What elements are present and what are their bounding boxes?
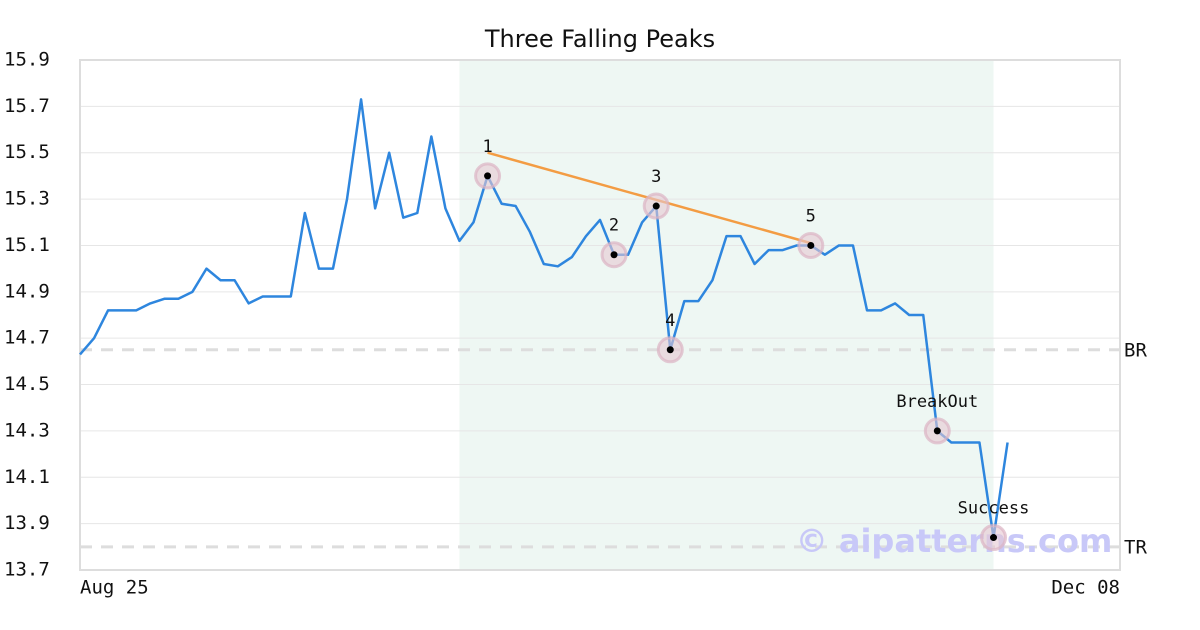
marker-dot: [610, 251, 618, 259]
marker-label: 2: [609, 216, 619, 236]
marker-dot: [652, 202, 660, 210]
y-tick-label: 15.1: [4, 234, 50, 256]
level-label: TR: [1124, 536, 1147, 558]
y-tick-label: 14.1: [4, 466, 50, 488]
marker-label: 5: [806, 206, 816, 226]
y-tick-label: 13.9: [4, 512, 50, 534]
y-tick-label: 15.5: [4, 141, 50, 163]
marker-label: BreakOut: [896, 392, 978, 412]
level-label: BR: [1124, 339, 1147, 361]
y-tick-label: 15.9: [4, 49, 50, 71]
y-tick-label: 15.3: [4, 188, 50, 210]
marker-label: 4: [665, 311, 675, 331]
x-tick-label: Aug 25: [80, 577, 149, 599]
price-line: [79, 98, 1009, 539]
marker-dot: [807, 241, 815, 249]
y-tick-label: 14.5: [4, 373, 50, 395]
x-tick-label: Dec 08: [1051, 577, 1120, 599]
marker-dot: [666, 346, 674, 354]
watermark: © aipatterns.com: [796, 522, 1113, 560]
y-tick-label: 14.3: [4, 419, 50, 441]
highlight-region: [459, 60, 994, 570]
marker-label: Success: [958, 499, 1030, 519]
y-tick-label: 13.7: [4, 559, 50, 581]
marker-label: 3: [651, 167, 661, 187]
marker-label: 1: [482, 137, 492, 157]
marker-dot: [990, 534, 998, 542]
marker-dot: [933, 427, 941, 435]
marker-dot: [484, 172, 492, 180]
chart-title: Three Falling Peaks: [484, 25, 715, 53]
y-tick-label: 15.7: [4, 95, 50, 117]
y-tick-label: 14.7: [4, 327, 50, 349]
y-tick-label: 14.9: [4, 280, 50, 302]
plot-frame: [79, 59, 1121, 571]
